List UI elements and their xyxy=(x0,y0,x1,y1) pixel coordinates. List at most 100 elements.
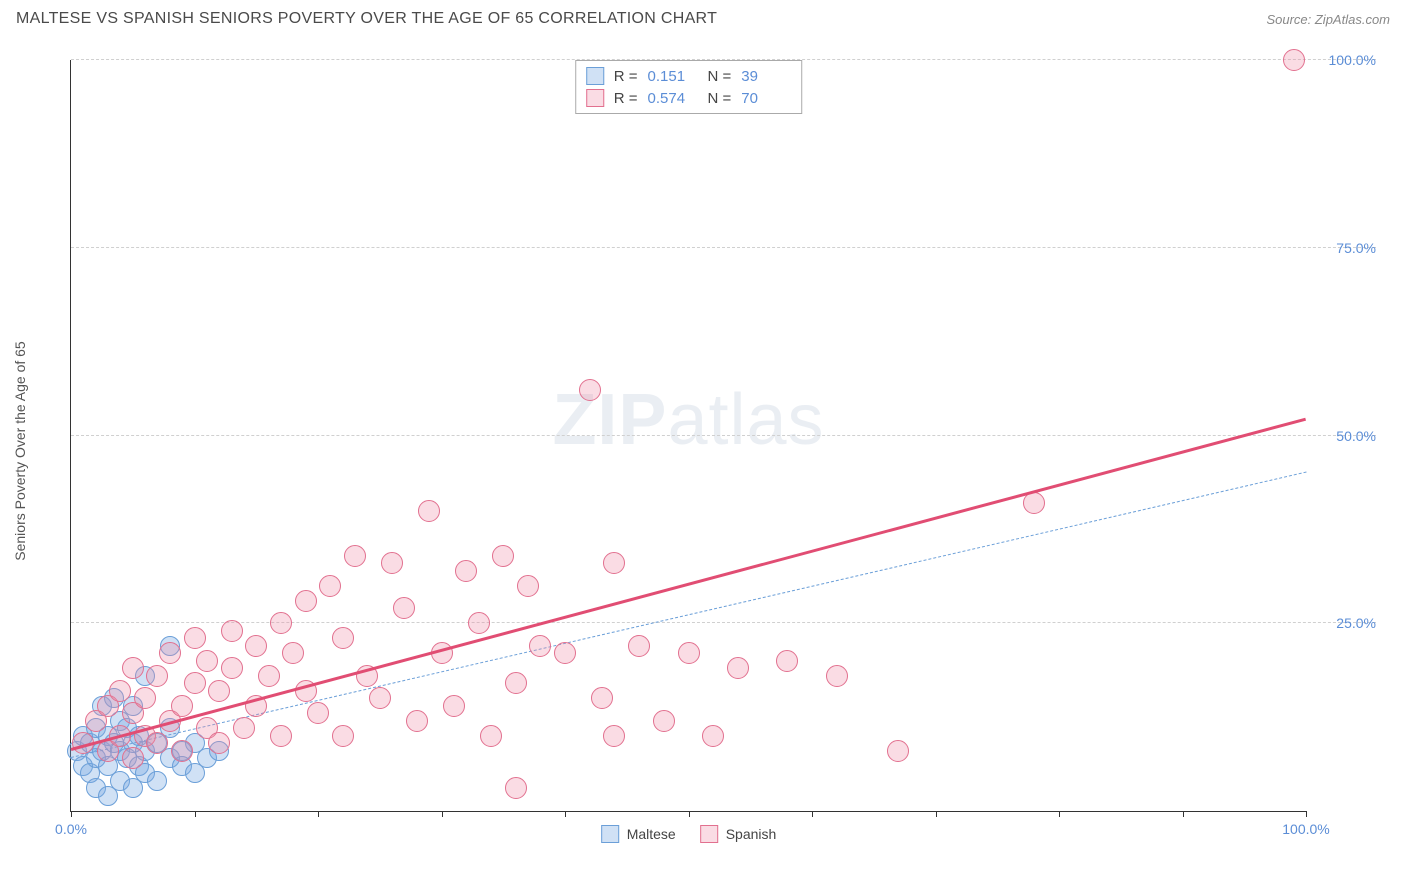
legend-label: Maltese xyxy=(627,826,676,842)
data-point xyxy=(171,695,193,717)
data-point xyxy=(628,635,650,657)
data-point xyxy=(702,725,724,747)
data-point xyxy=(270,612,292,634)
data-point xyxy=(603,552,625,574)
data-point xyxy=(418,500,440,522)
data-point xyxy=(1283,49,1305,71)
data-point xyxy=(776,650,798,672)
data-point xyxy=(319,575,341,597)
stats-row: R =0.151N =39 xyxy=(586,65,792,87)
data-point xyxy=(122,657,144,679)
y-tick-label: 25.0% xyxy=(1316,615,1376,631)
x-tick-label: 100.0% xyxy=(1282,821,1329,837)
data-point xyxy=(233,717,255,739)
data-point xyxy=(455,560,477,582)
data-point xyxy=(579,379,601,401)
data-point xyxy=(208,732,230,754)
data-point xyxy=(221,620,243,642)
legend-swatch xyxy=(601,825,619,843)
data-point xyxy=(134,687,156,709)
data-point xyxy=(184,627,206,649)
x-tick-label: 0.0% xyxy=(55,821,87,837)
data-point xyxy=(381,552,403,574)
data-point xyxy=(554,642,576,664)
data-point xyxy=(393,597,415,619)
data-point xyxy=(171,740,193,762)
stat-n-value: 70 xyxy=(741,90,791,107)
legend-label: Spanish xyxy=(726,826,777,842)
data-point xyxy=(221,657,243,679)
trend-line xyxy=(71,418,1307,751)
x-tick xyxy=(1306,811,1307,817)
stat-r-label: R = xyxy=(614,68,638,85)
x-tick xyxy=(71,811,72,817)
data-point xyxy=(678,642,700,664)
data-point xyxy=(443,695,465,717)
data-point xyxy=(245,635,267,657)
y-axis-label: Seniors Poverty Over the Age of 65 xyxy=(12,341,28,560)
stat-n-label: N = xyxy=(708,90,732,107)
data-point xyxy=(258,665,280,687)
stat-r-value: 0.151 xyxy=(648,68,698,85)
data-point xyxy=(517,575,539,597)
data-point xyxy=(653,710,675,732)
data-point xyxy=(529,635,551,657)
data-point xyxy=(505,777,527,799)
data-point xyxy=(1023,492,1045,514)
series-swatch xyxy=(586,67,604,85)
data-point xyxy=(505,672,527,694)
y-tick-label: 100.0% xyxy=(1316,52,1376,68)
legend-swatch xyxy=(700,825,718,843)
data-point xyxy=(406,710,428,732)
chart-container: Seniors Poverty Over the Age of 65 ZIPat… xyxy=(50,40,1386,862)
x-tick xyxy=(689,811,690,817)
x-tick xyxy=(1183,811,1184,817)
grid-line xyxy=(71,435,1376,436)
x-tick xyxy=(1059,811,1060,817)
data-point xyxy=(887,740,909,762)
plot-area: ZIPatlas R =0.151N =39R =0.574N =70 Malt… xyxy=(70,60,1306,812)
stats-row: R = 0.574 N = 70 xyxy=(586,87,792,109)
data-point xyxy=(332,627,354,649)
data-point xyxy=(369,687,391,709)
data-point xyxy=(208,680,230,702)
chart-title: MALTESE VS SPANISH SENIORS POVERTY OVER … xyxy=(16,10,717,28)
series-swatch xyxy=(586,89,604,107)
stat-r-value: 0.574 xyxy=(648,90,698,107)
grid-line xyxy=(71,622,1376,623)
series-legend: Maltese Spanish xyxy=(601,825,777,843)
data-point xyxy=(270,725,292,747)
data-point xyxy=(727,657,749,679)
x-tick xyxy=(318,811,319,817)
y-tick-label: 50.0% xyxy=(1316,428,1376,444)
header-bar: MALTESE VS SPANISH SENIORS POVERTY OVER … xyxy=(0,0,1406,34)
grid-line xyxy=(71,247,1376,248)
data-point xyxy=(468,612,490,634)
stat-r-label: R = xyxy=(614,90,638,107)
legend-item: Maltese xyxy=(601,825,676,843)
data-point xyxy=(184,672,206,694)
data-point xyxy=(591,687,613,709)
x-tick xyxy=(565,811,566,817)
data-point xyxy=(159,642,181,664)
data-point xyxy=(282,642,304,664)
data-point xyxy=(146,732,168,754)
data-point xyxy=(109,680,131,702)
source-credit: Source: ZipAtlas.com xyxy=(1266,12,1390,27)
data-point xyxy=(344,545,366,567)
grid-line xyxy=(71,59,1376,60)
x-tick xyxy=(936,811,937,817)
data-point xyxy=(307,702,329,724)
data-point xyxy=(603,725,625,747)
stat-n-label: N = xyxy=(708,68,732,85)
x-tick xyxy=(195,811,196,817)
x-tick xyxy=(442,811,443,817)
data-point xyxy=(332,725,354,747)
legend-item: Spanish xyxy=(700,825,777,843)
data-point xyxy=(196,650,218,672)
data-point xyxy=(480,725,502,747)
stats-legend-box: R =0.151N =39R =0.574N =70 xyxy=(575,60,803,114)
data-point xyxy=(122,747,144,769)
data-point xyxy=(295,590,317,612)
data-point xyxy=(826,665,848,687)
